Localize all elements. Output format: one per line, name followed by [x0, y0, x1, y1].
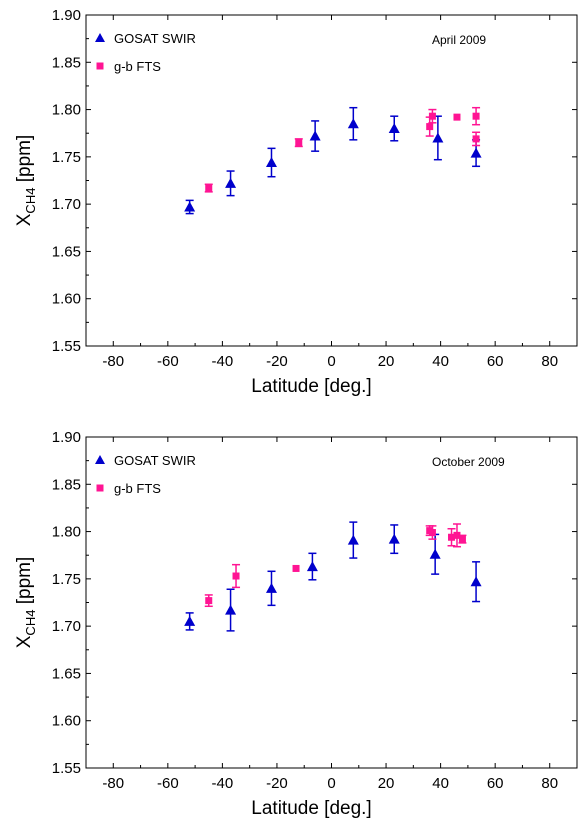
x-tick-label: 0 [327, 775, 335, 792]
y-tick-label: 1.90 [52, 7, 81, 24]
data-point-triangle [347, 534, 359, 545]
data-point-square [472, 112, 480, 120]
y-tick-label: 1.60 [52, 291, 81, 308]
data-point-triangle [184, 615, 196, 626]
y-tick-label: 1.70 [52, 196, 81, 213]
chart-annotation: April 2009 [432, 33, 486, 47]
y-tick-label: 1.85 [52, 54, 81, 71]
legend-marker-triangle [95, 33, 105, 42]
y-tick-label: 1.65 [52, 243, 81, 260]
series-2 [204, 523, 467, 608]
x-tick-label: -20 [266, 775, 288, 792]
series-1 [184, 106, 482, 215]
data-point-square [205, 184, 213, 192]
series-1 [184, 521, 482, 632]
y-axis-label: XCH4 [ppm] [14, 135, 38, 227]
y-tick-label: 1.75 [52, 149, 81, 166]
legend-marker-square [96, 62, 104, 70]
y-tick-label: 1.80 [52, 524, 81, 541]
data-point-triangle [470, 147, 482, 158]
legend: GOSAT SWIR g-b FTS [95, 31, 196, 74]
y-tick-label: 1.70 [52, 618, 81, 635]
x-tick-label: 40 [432, 353, 449, 370]
x-tick-label: -60 [157, 353, 179, 370]
y-tick-label: 1.65 [52, 665, 81, 682]
data-point-triangle [388, 122, 400, 133]
data-point-square [428, 529, 436, 537]
data-point-triangle [306, 561, 318, 572]
data-point-triangle [225, 177, 237, 188]
data-point-triangle [184, 201, 196, 212]
y-axis-label-sub: CH4 [23, 610, 38, 636]
x-tick-label: 40 [432, 775, 449, 792]
x-tick-label: 80 [541, 353, 558, 370]
data-point-square [292, 564, 300, 572]
data-point-square [458, 535, 466, 543]
y-tick-label: 1.90 [52, 429, 81, 446]
y-axis-label-unit: [ppm] [14, 557, 35, 610]
data-point-square [205, 597, 213, 605]
y-tick-label: 1.80 [52, 102, 81, 119]
data-point-triangle [432, 132, 444, 143]
data-point-square [295, 139, 303, 147]
data-point-square [453, 113, 461, 121]
y-tick-label: 1.60 [52, 713, 81, 730]
data-point-square [426, 123, 434, 131]
legend-label: GOSAT SWIR [114, 31, 196, 46]
y-tick-label: 1.55 [52, 338, 81, 355]
x-axis-label: Latitude [deg.] [251, 798, 371, 819]
chart-panel-1: -80 -60 -40 -20 0 20 40 60 80 1.55 1.60 1.65 1.70 1.7… [14, 7, 578, 397]
data-point-triangle [225, 604, 237, 615]
y-tick-label: 1.55 [52, 760, 81, 777]
x-tick-label: -80 [102, 353, 124, 370]
y-axis-label-unit: [ppm] [14, 135, 35, 188]
x-tick-label: 0 [327, 353, 335, 370]
x-tick-label: -40 [212, 353, 234, 370]
data-point-square [453, 531, 461, 539]
x-tick-label: 20 [378, 353, 395, 370]
data-point-triangle [265, 157, 277, 168]
legend-marker-triangle [95, 455, 105, 464]
x-tick-label: 60 [487, 775, 504, 792]
legend-label: GOSAT SWIR [114, 453, 196, 468]
data-point-triangle [347, 118, 359, 129]
data-point-triangle [429, 548, 441, 559]
y-tick-label: 1.85 [52, 476, 81, 493]
data-point-triangle [388, 533, 400, 544]
legend-label: g-b FTS [114, 59, 161, 74]
x-tick-label: -60 [157, 775, 179, 792]
y-axis-label-sub: CH4 [23, 188, 38, 214]
legend: GOSAT SWIR g-b FTS [95, 453, 196, 496]
data-point-triangle [309, 130, 321, 141]
x-axis-label: Latitude [deg.] [251, 376, 371, 397]
y-axis-label-main: X [14, 213, 35, 226]
x-tick-label: 80 [541, 775, 558, 792]
data-point-triangle [470, 576, 482, 587]
data-point-square [428, 112, 436, 120]
x-tick-label: -40 [212, 775, 234, 792]
x-tick-label: 20 [378, 775, 395, 792]
y-axis-label: XCH4 [ppm] [14, 557, 38, 649]
data-point-square [448, 533, 456, 541]
x-tick-label: -80 [102, 775, 124, 792]
y-tick-label: 1.75 [52, 571, 81, 588]
chart-annotation: October 2009 [432, 455, 505, 469]
chart-panel-2: -80 -60 -40 -20 0 20 40 60 80 1.55 1.60 1.65 1.70 1.7… [14, 429, 578, 819]
data-point-triangle [265, 582, 277, 593]
data-point-square [232, 572, 240, 580]
series-2 [204, 106, 481, 193]
y-axis-label-main: X [14, 635, 35, 648]
x-tick-label: 60 [487, 353, 504, 370]
legend-label: g-b FTS [114, 481, 161, 496]
data-point-square [472, 135, 480, 143]
x-tick-label: -20 [266, 353, 288, 370]
legend-marker-square [96, 484, 104, 492]
